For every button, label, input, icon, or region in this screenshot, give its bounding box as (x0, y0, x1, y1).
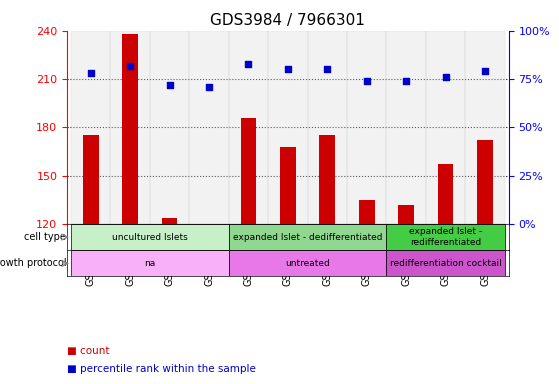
FancyBboxPatch shape (150, 31, 190, 224)
Bar (386, 250, 505, 276)
FancyBboxPatch shape (347, 31, 386, 224)
Text: redifferentiation cocktail: redifferentiation cocktail (390, 259, 501, 268)
Bar (359, 200, 375, 224)
Text: untreated: untreated (285, 259, 330, 268)
Point (283, 66, 292, 73)
Point (244, 61, 253, 67)
Text: na: na (144, 259, 155, 268)
Point (86, 70, 95, 76)
FancyBboxPatch shape (268, 31, 307, 224)
Title: GDS3984 / 7966301: GDS3984 / 7966301 (210, 13, 366, 28)
FancyBboxPatch shape (71, 31, 111, 224)
FancyBboxPatch shape (465, 31, 505, 224)
Bar (280, 147, 296, 224)
Point (481, 68, 490, 74)
Bar (240, 118, 257, 224)
FancyBboxPatch shape (229, 31, 268, 224)
Text: expanded Islet -
redifferentiated: expanded Islet - redifferentiated (409, 227, 482, 247)
FancyBboxPatch shape (190, 31, 229, 224)
Bar (83, 136, 98, 224)
Text: growth protocol: growth protocol (0, 258, 67, 268)
Bar (398, 205, 414, 224)
FancyBboxPatch shape (111, 31, 150, 224)
Text: ■ count: ■ count (67, 346, 110, 356)
Point (323, 66, 332, 73)
FancyBboxPatch shape (307, 31, 347, 224)
FancyBboxPatch shape (386, 31, 426, 224)
Bar (122, 34, 138, 224)
Text: cell type: cell type (25, 232, 67, 242)
Bar (386, 224, 505, 250)
Point (126, 63, 135, 69)
FancyBboxPatch shape (426, 31, 465, 224)
Bar (319, 136, 335, 224)
Point (165, 82, 174, 88)
Text: expanded Islet - dedifferentiated: expanded Islet - dedifferentiated (233, 233, 382, 242)
Bar (71, 224, 229, 250)
Bar (229, 250, 386, 276)
Point (205, 84, 214, 90)
Bar (71, 250, 229, 276)
Bar (229, 224, 386, 250)
Point (362, 78, 371, 84)
Point (441, 74, 450, 80)
Bar (438, 164, 453, 224)
Point (402, 78, 411, 84)
Text: ■ percentile rank within the sample: ■ percentile rank within the sample (67, 364, 256, 374)
Text: uncultured Islets: uncultured Islets (112, 233, 188, 242)
Bar (477, 140, 493, 224)
Bar (162, 218, 178, 224)
